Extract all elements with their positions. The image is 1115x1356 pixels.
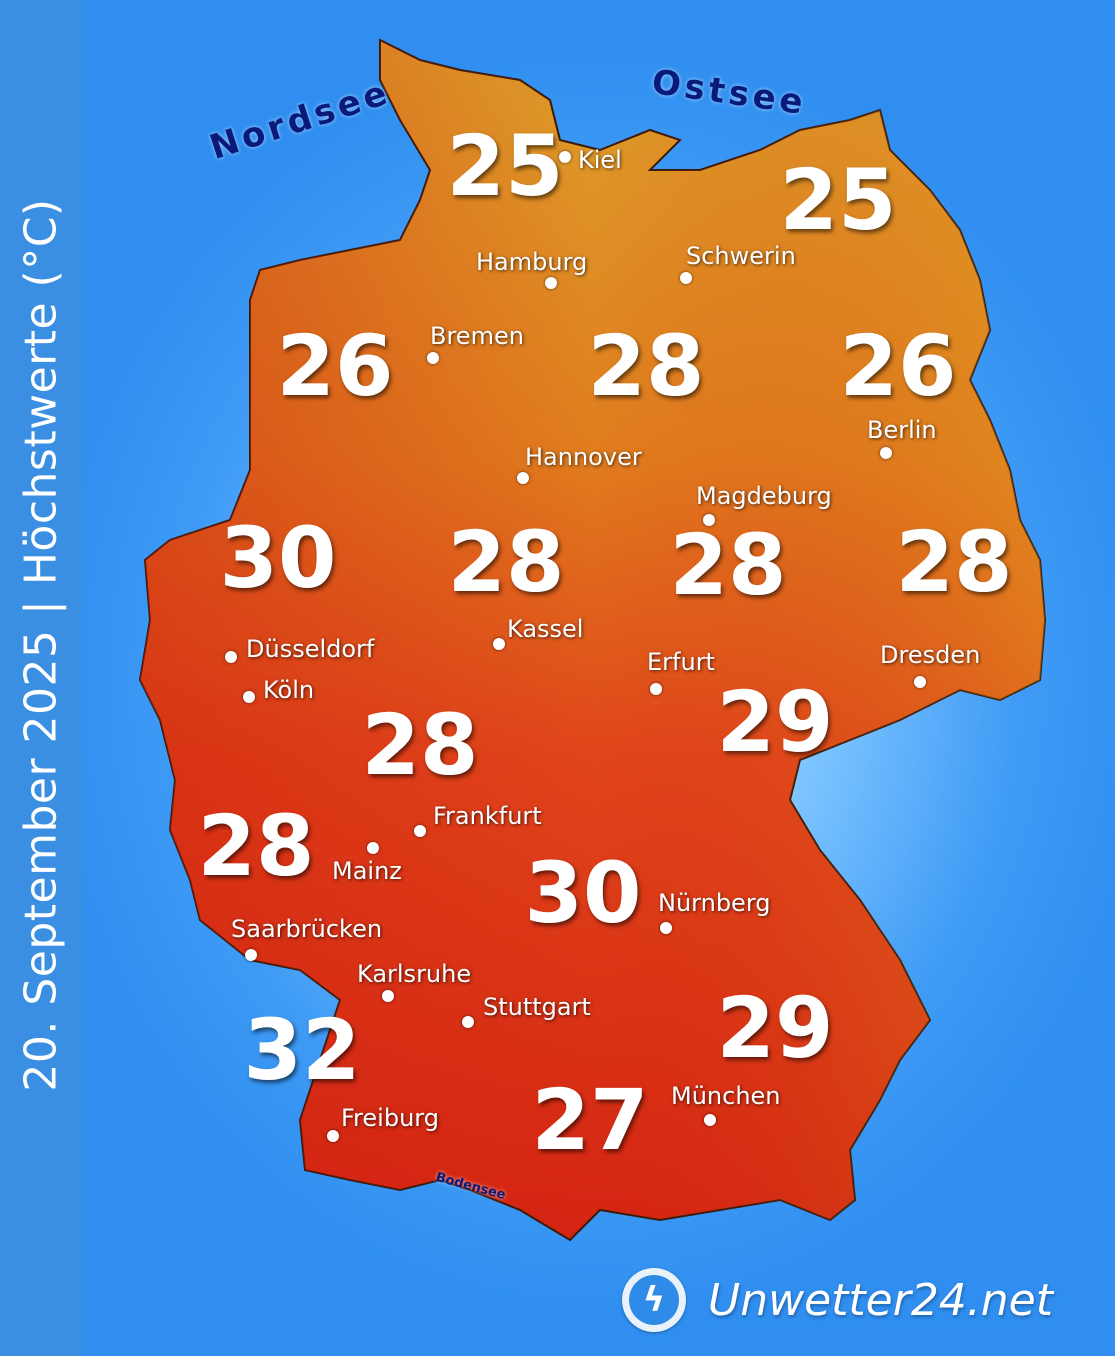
temp-harz: 28: [669, 516, 787, 614]
city-label-frankfurt: Frankfurt: [433, 802, 542, 830]
temp-muenster-region: 30: [219, 509, 337, 607]
city-dot: [545, 277, 557, 289]
temp-bavaria-east: 29: [716, 979, 834, 1077]
city-dot: [660, 922, 672, 934]
city-dot: [243, 691, 255, 703]
temp-upper-rhine: 32: [243, 1001, 361, 1099]
city-label-kassel: Kassel: [507, 615, 584, 643]
city-dot: [517, 472, 529, 484]
city-dot: [650, 683, 662, 695]
city-dot: [703, 514, 715, 526]
temp-rhineland-palatinate: 28: [197, 797, 315, 895]
temp-saxony: 29: [716, 673, 834, 771]
city-dot: [225, 651, 237, 663]
city-dot: [414, 825, 426, 837]
city-label-erfurt: Erfurt: [647, 648, 715, 676]
city-label-koeln: Köln: [263, 676, 315, 704]
city-dot: [382, 990, 394, 1002]
city-dot: [327, 1130, 339, 1142]
city-label-karlsruhe: Karlsruhe: [357, 960, 472, 988]
brand-logo[interactable]: ϟ Unwetter24.net: [622, 1268, 1053, 1332]
city-dot: [704, 1114, 716, 1126]
temp-franconia: 30: [524, 844, 642, 942]
city-dot: [493, 638, 505, 650]
temp-lausitz: 28: [895, 513, 1013, 611]
city-label-muenchen: München: [671, 1082, 781, 1110]
city-label-magdeburg: Magdeburg: [696, 482, 832, 510]
temp-allgaeu: 27: [531, 1071, 649, 1169]
city-label-freiburg: Freiburg: [341, 1104, 439, 1132]
temp-altmark: 28: [587, 317, 705, 415]
city-dot: [367, 842, 379, 854]
city-label-hannover: Hannover: [525, 443, 642, 471]
city-dot: [462, 1016, 474, 1028]
lightning-icon: ϟ: [622, 1268, 686, 1332]
city-label-kiel: Kiel: [578, 146, 622, 174]
city-dot: [559, 151, 571, 163]
city-label-schwerin: Schwerin: [686, 242, 796, 270]
city-label-stuttgart: Stuttgart: [483, 993, 591, 1021]
city-dot: [680, 272, 692, 284]
city-dot: [914, 676, 926, 688]
brand-name: Unwetter24.net: [708, 1274, 1053, 1326]
temp-bremen-region: 26: [276, 317, 394, 415]
city-dot: [427, 352, 439, 364]
city-label-nuernberg: Nürnberg: [658, 889, 771, 917]
city-label-bremen: Bremen: [430, 322, 524, 350]
temp-kiel-region: 25: [446, 117, 564, 215]
city-label-mainz: Mainz: [332, 857, 402, 885]
temp-hessen: 28: [361, 696, 479, 794]
city-label-dresden: Dresden: [880, 641, 981, 669]
temp-hessen-north: 28: [447, 513, 565, 611]
city-label-berlin: Berlin: [867, 416, 937, 444]
city-dot: [245, 949, 257, 961]
sidebar: 20. September 2025 | Höchstwerte (°C): [0, 0, 82, 1356]
city-label-saarbruecken: Saarbrücken: [231, 915, 383, 943]
city-dot: [880, 447, 892, 459]
city-label-hamburg: Hamburg: [476, 248, 588, 276]
temp-mecklenburg: 25: [779, 151, 897, 249]
temp-berlin-region: 26: [839, 317, 957, 415]
city-label-duesseldorf: Düsseldorf: [246, 635, 375, 663]
